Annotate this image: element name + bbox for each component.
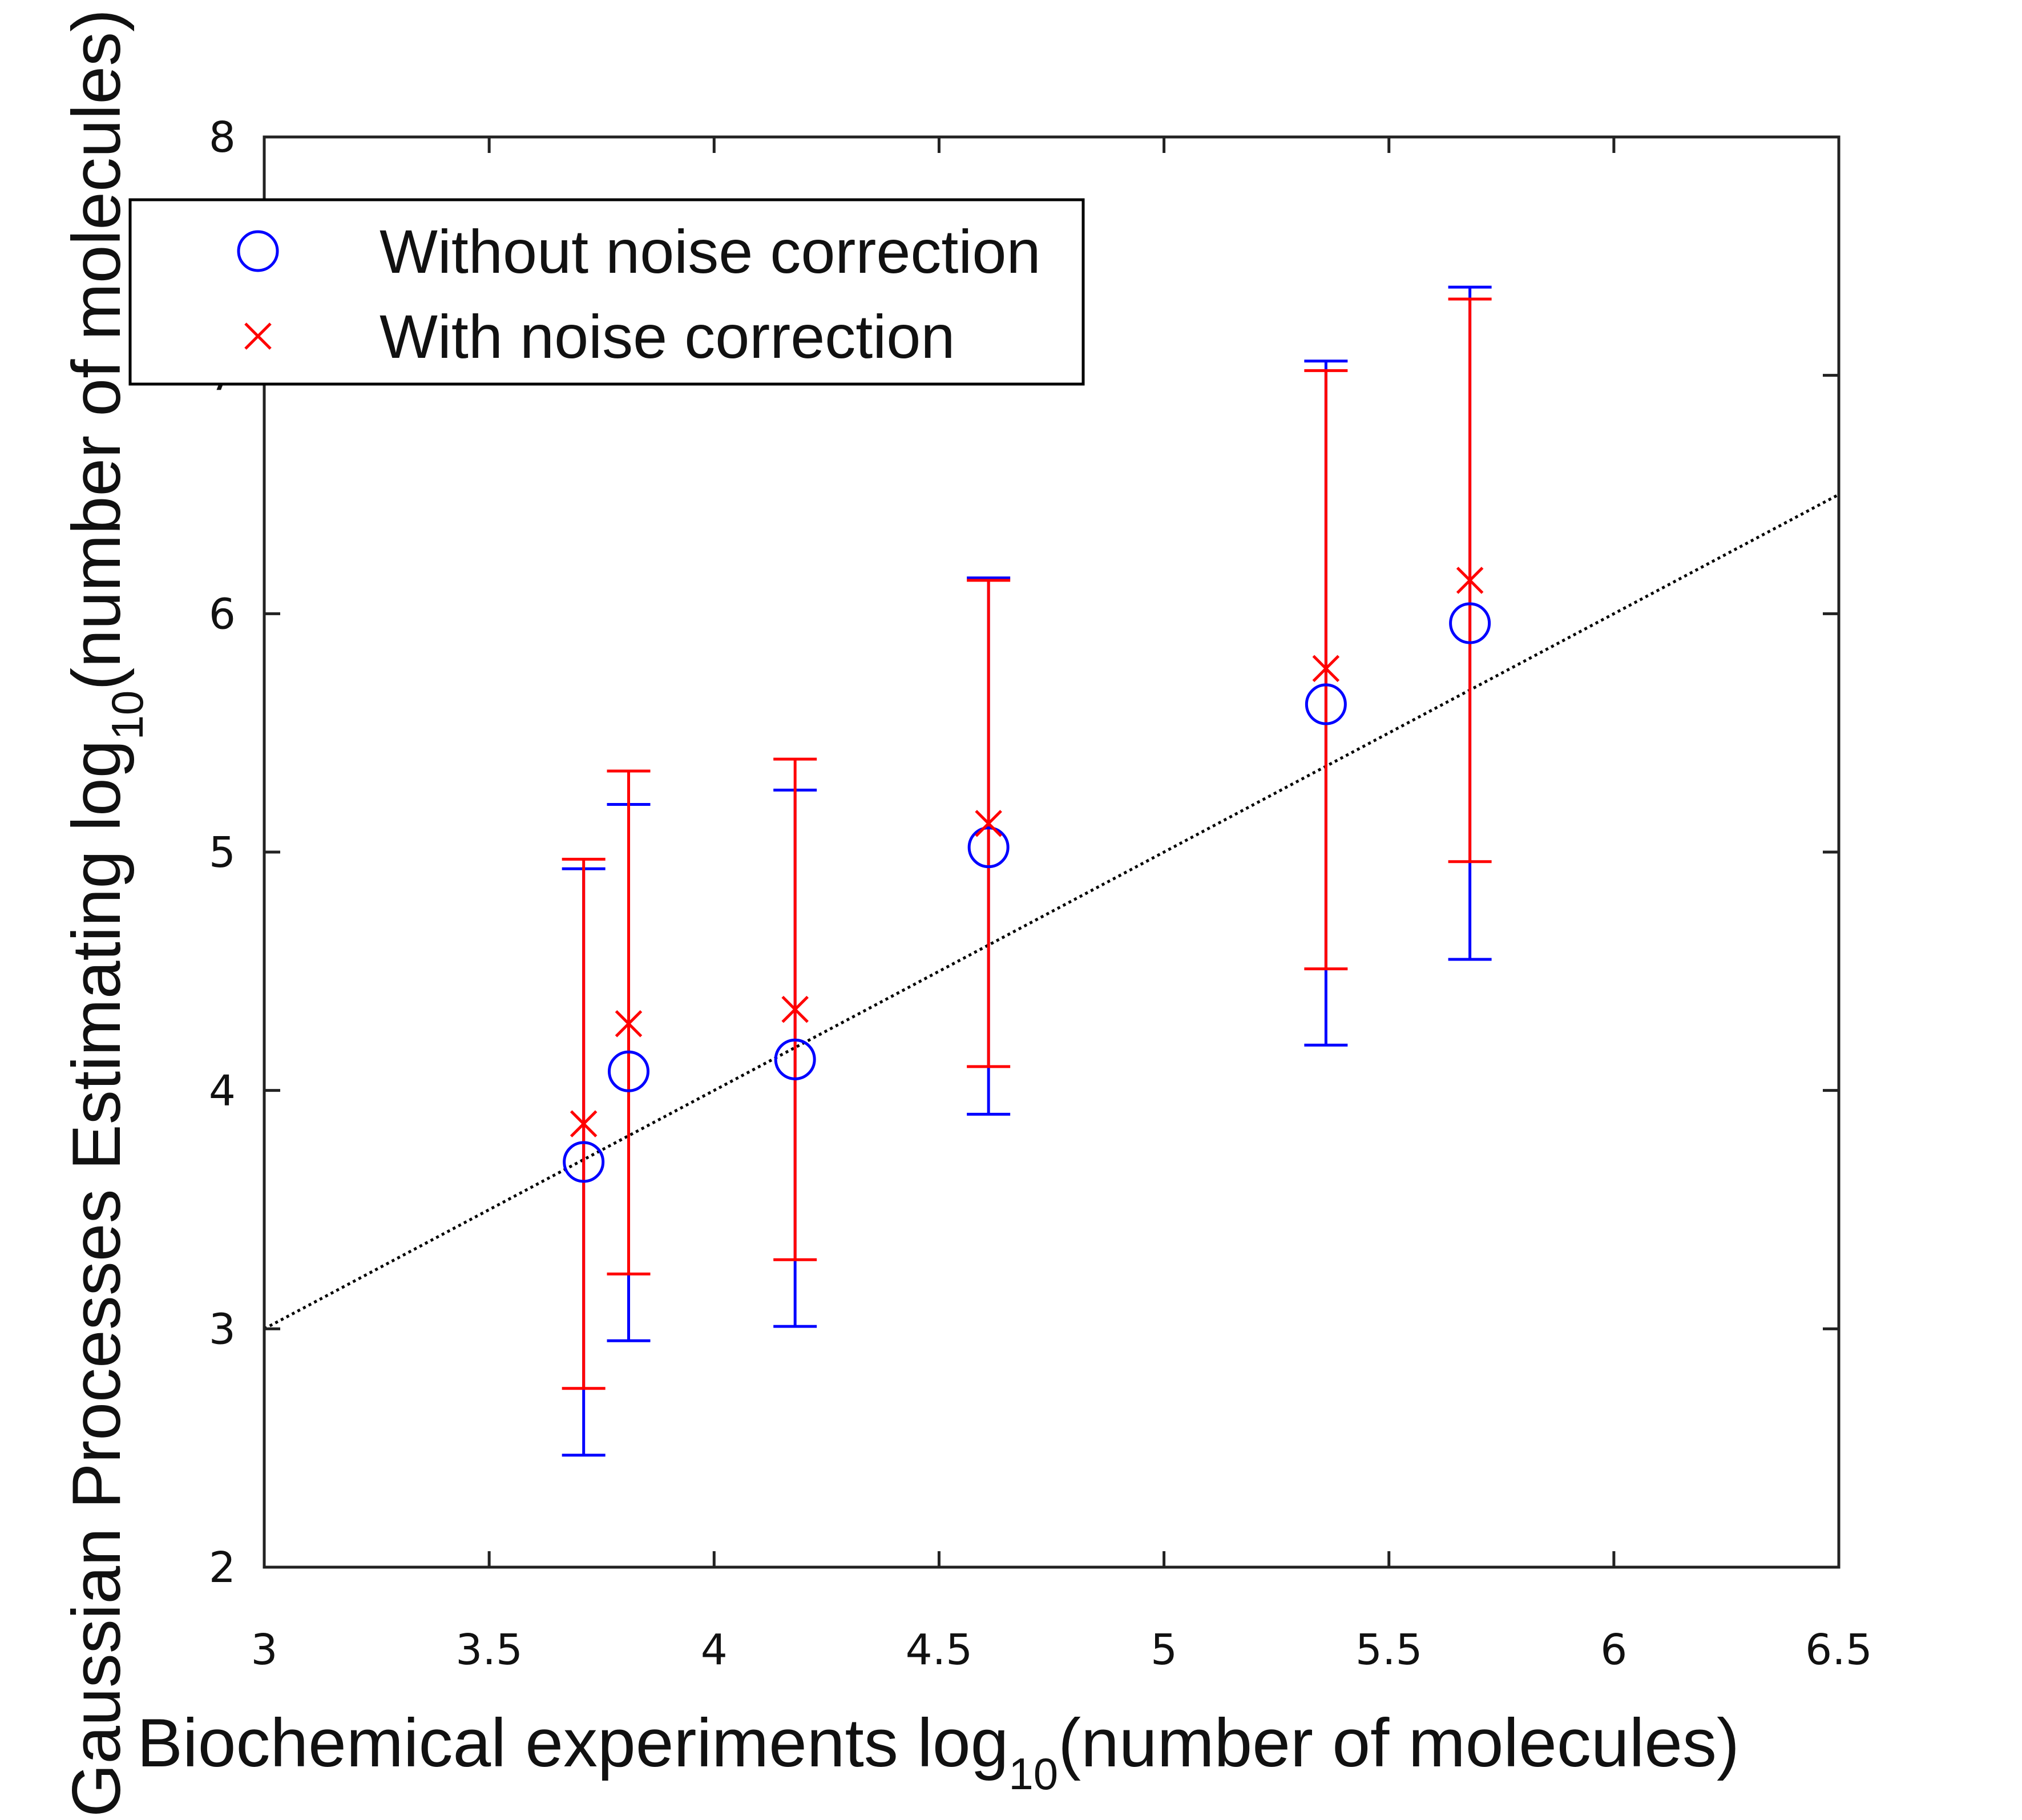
data-point-circle xyxy=(1305,683,1347,725)
y-axis-title-subscript: 10 xyxy=(102,691,152,740)
data-point-x xyxy=(615,1010,643,1038)
axes-layer xyxy=(263,135,1841,1569)
data-point-x xyxy=(1312,655,1340,683)
y-tick-label: 2 xyxy=(209,1543,236,1592)
y-tick-label: 3 xyxy=(209,1305,236,1354)
x-axis-title: Biochemical experiments log10(number of … xyxy=(137,1705,1740,1799)
data-point-x-stroke xyxy=(570,1110,598,1137)
y-tick-label: 6 xyxy=(209,590,236,639)
data-point-x xyxy=(570,1110,598,1137)
y-axis-title-tail: (number of molecules) xyxy=(58,9,135,691)
x-axis-title-main: Biochemical experiments log xyxy=(137,1705,1008,1781)
data-point-x-stroke xyxy=(1312,655,1340,683)
x-tick-label: 3.5 xyxy=(455,1625,523,1674)
data-point-x xyxy=(975,810,1002,837)
data-point-x-stroke xyxy=(615,1010,643,1038)
legend-circle-marker xyxy=(237,230,279,272)
markers-layer xyxy=(563,567,1491,1183)
data-point-x xyxy=(1456,567,1484,594)
data-point-x-stroke xyxy=(1456,567,1484,594)
reference-dotted-line xyxy=(263,493,1840,1330)
y-axis-title-main: Gaussian Processes Estimating log xyxy=(58,740,135,1818)
data-point-circle xyxy=(1449,602,1491,644)
legend-x-marker xyxy=(244,322,272,350)
legend-box xyxy=(128,198,1085,386)
x-tick-label: 6.5 xyxy=(1805,1625,1872,1674)
x-axis-title-tail: (number of molecules) xyxy=(1058,1705,1740,1781)
data-point-circle xyxy=(563,1141,605,1183)
data-point-circle xyxy=(774,1038,816,1080)
x-tick-label: 4.5 xyxy=(906,1625,973,1674)
data-point-x-stroke xyxy=(781,995,809,1023)
x-tick-label: 6 xyxy=(1600,1625,1627,1674)
legend: Without noise correction With noise corr… xyxy=(128,198,1085,386)
x-axis-title-subscript: 10 xyxy=(1008,1749,1058,1799)
x-tick-label: 3 xyxy=(251,1625,277,1674)
data-point-circle xyxy=(967,826,1010,869)
data-point-circle xyxy=(608,1050,650,1092)
tick-labels-layer: 33.544.555.566.52345678 xyxy=(209,113,1872,1674)
x-tick-label: 5 xyxy=(1151,1625,1177,1674)
error-bars-layer xyxy=(562,285,1492,1457)
legend-label-with-noise-correction: With noise correction xyxy=(380,302,955,371)
y-tick-label: 4 xyxy=(209,1067,236,1116)
data-point-x-stroke xyxy=(975,810,1002,837)
x-tick-label: 5.5 xyxy=(1355,1625,1423,1674)
reference-line-layer xyxy=(263,493,1840,1330)
legend-label-without-noise-correction: Without noise correction xyxy=(380,217,1041,286)
y-tick-label: 8 xyxy=(209,113,236,162)
data-point-x xyxy=(781,995,809,1023)
y-axis-title: Gaussian Processes Estimating log10(numb… xyxy=(58,9,152,1817)
x-tick-label: 4 xyxy=(701,1625,728,1674)
y-tick-label: 5 xyxy=(209,828,236,877)
